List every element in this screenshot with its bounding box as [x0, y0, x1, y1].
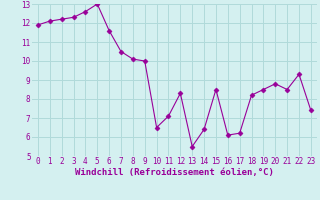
X-axis label: Windchill (Refroidissement éolien,°C): Windchill (Refroidissement éolien,°C) [75, 168, 274, 177]
